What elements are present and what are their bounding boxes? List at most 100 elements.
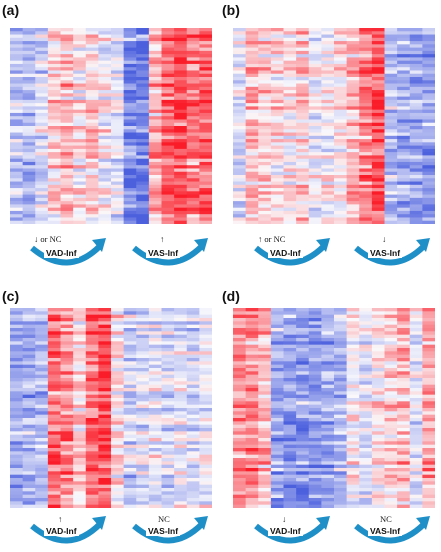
heatmap-cell: [359, 398, 373, 402]
heatmap-cell: [10, 197, 24, 202]
heatmap-cell: [245, 414, 259, 419]
heatmap-cell: [245, 132, 259, 137]
heatmap-cell: [258, 158, 272, 163]
heatmap-cell: [346, 444, 360, 449]
heatmap-cell: [321, 438, 335, 442]
heatmap-cell: [258, 434, 272, 439]
heatmap-cell: [397, 28, 411, 32]
heatmap-cell: [85, 484, 99, 489]
heatmap-cell: [270, 77, 285, 81]
heatmap-cell: [258, 318, 272, 322]
heatmap-cell: [148, 464, 163, 469]
heatmap-cell: [283, 334, 297, 339]
heatmap-cell: [35, 28, 49, 32]
heatmap-cell: [47, 344, 62, 349]
heatmap-cell: [384, 41, 398, 45]
heatmap-cell: [186, 431, 200, 436]
heatmap-cell: [270, 424, 285, 429]
heatmap-cell: [371, 158, 386, 163]
heatmap-cell: [22, 348, 36, 352]
heatmap-cell: [136, 388, 150, 392]
heatmap-cell: [60, 31, 74, 36]
heatmap-cell: [174, 324, 188, 329]
heatmap-cell: [35, 461, 49, 466]
heatmap-cell: [136, 501, 150, 506]
heatmap-cell: [371, 201, 386, 205]
heatmap-cell: [186, 494, 200, 499]
heatmap-cell: [136, 504, 150, 508]
heatmap-cell: [10, 454, 24, 459]
heatmap-cell: [22, 122, 36, 127]
heatmap-cell: [136, 214, 150, 218]
heatmap-cell: [22, 50, 36, 55]
heatmap-cell: [161, 106, 175, 111]
heatmap-cell: [245, 408, 259, 412]
heatmap-cell: [270, 454, 285, 459]
heatmap-cell: [270, 498, 285, 502]
heatmap-cell: [35, 57, 49, 62]
heatmap-cell: [98, 132, 112, 137]
heatmap-cell: [422, 474, 435, 479]
heatmap-cell: [161, 441, 175, 446]
heatmap-cell: [384, 220, 398, 224]
heatmap-cell: [98, 201, 112, 205]
heatmap-cell: [136, 328, 150, 332]
heatmap-cell: [296, 122, 310, 127]
heatmap-cell: [136, 175, 150, 179]
arrow-group-d-right: NC VAS-Inf: [352, 512, 432, 552]
heatmap-cell: [161, 341, 175, 346]
heatmap-cell: [296, 308, 310, 312]
heatmap-cell: [10, 135, 24, 140]
heatmap-cell: [397, 424, 411, 429]
heatmap-cell: [334, 334, 348, 339]
heatmap-cell: [47, 99, 62, 104]
heatmap-cell: [296, 210, 310, 215]
heatmap-cell: [22, 99, 36, 104]
heatmap-cell: [174, 451, 188, 456]
heatmap-cell: [174, 401, 188, 406]
heatmap-cell: [186, 398, 200, 402]
heatmap-cell: [270, 155, 285, 160]
heatmap-cell: [186, 358, 200, 362]
heatmap-cell: [161, 129, 175, 134]
heatmap-cell: [47, 478, 62, 482]
heatmap-cell: [161, 152, 175, 156]
heatmap-cell: [85, 468, 99, 472]
heatmap-cell: [283, 458, 297, 462]
heatmap-cell: [258, 60, 272, 65]
heatmap-cell: [321, 491, 335, 496]
heatmap-cell: [73, 371, 87, 376]
heatmap-cell: [334, 428, 348, 432]
name-d-right: VAS-Inf: [368, 526, 403, 536]
heatmap-cell: [258, 374, 272, 379]
heatmap-cell: [371, 175, 386, 179]
heatmap-cell: [308, 451, 322, 456]
heatmap-cell: [186, 175, 200, 179]
heatmap-cell: [35, 454, 49, 459]
heatmap-cell: [334, 122, 348, 127]
heatmap-cell: [111, 142, 125, 147]
heatmap-cell: [73, 60, 87, 65]
heatmap-cell: [22, 491, 36, 496]
heatmap-cell: [270, 461, 285, 466]
heatmap-cell: [334, 378, 348, 382]
heatmap-cell: [321, 478, 335, 482]
heatmap-cell: [35, 354, 49, 359]
heatmap-cell: [47, 358, 62, 362]
heatmap-cell: [98, 474, 112, 479]
heatmap-cell: [136, 86, 150, 91]
heatmap-cell: [409, 414, 423, 419]
heatmap-cell: [409, 184, 423, 189]
heatmap-cell: [73, 458, 87, 462]
heatmap-cell: [359, 451, 373, 456]
heatmap-cell: [321, 398, 335, 402]
heatmap-cell: [199, 438, 212, 442]
heatmap-cell: [334, 90, 348, 94]
heatmap-cell: [85, 368, 99, 372]
heatmap-cell: [98, 441, 112, 446]
heatmap-cell: [123, 168, 137, 173]
heatmap-cell: [334, 191, 348, 196]
heatmap-cell: [245, 168, 259, 173]
heatmap-cell: [186, 411, 200, 416]
heatmap-cell: [136, 491, 150, 496]
